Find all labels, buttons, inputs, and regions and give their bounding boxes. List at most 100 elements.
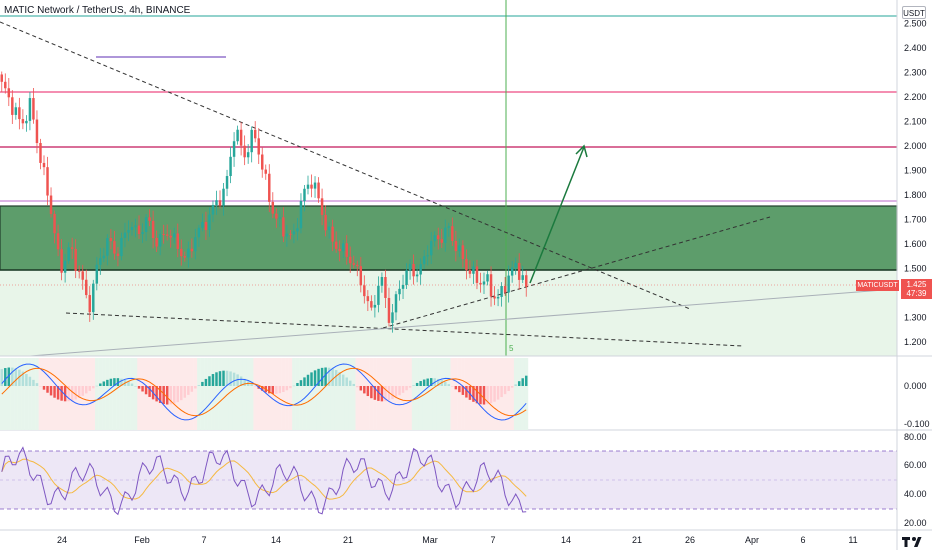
lower-descending-line[interactable] xyxy=(65,312,744,347)
candle-body xyxy=(116,253,120,257)
candle-body xyxy=(391,312,394,323)
time-tick: 24 xyxy=(57,535,67,545)
candle-body xyxy=(299,201,303,229)
tradingview-logo-icon[interactable] xyxy=(901,534,927,548)
macd-shade xyxy=(28,358,32,430)
macd-pane[interactable] xyxy=(0,358,529,430)
macd-histogram-bar xyxy=(345,377,348,386)
candle-body xyxy=(401,284,405,289)
time-tick: 14 xyxy=(561,535,571,545)
macd-histogram-bar xyxy=(106,379,109,386)
last-price-label[interactable]: 1.425 47:39 xyxy=(901,279,932,299)
candle-body xyxy=(380,277,384,286)
macd-tick-1: -0.100 xyxy=(904,419,930,429)
currency-unit-label[interactable]: USDT xyxy=(902,6,926,19)
macd-histogram-bar xyxy=(359,386,363,391)
long-trend-line[interactable] xyxy=(29,288,898,357)
macd-shade xyxy=(302,358,307,430)
macd-histogram-bar xyxy=(120,378,123,386)
macd-histogram-bar xyxy=(363,386,366,394)
macd-histogram-bar xyxy=(99,383,102,386)
candle-body xyxy=(134,225,137,228)
macd-shade xyxy=(239,358,244,430)
time-axis[interactable]: 24 Feb 7 14 21 Mar 7 14 21 26 Apr 6 11 xyxy=(57,535,858,545)
time-tick: 26 xyxy=(685,535,695,545)
macd-histogram-bar xyxy=(394,386,398,398)
macd-histogram-bar xyxy=(324,367,327,386)
macd-histogram-bar xyxy=(141,386,144,392)
macd-histogram-bar xyxy=(447,384,451,386)
candle-body xyxy=(173,233,176,238)
macd-histogram-bar xyxy=(384,386,387,402)
time-tick: Feb xyxy=(134,535,150,545)
macd-shade xyxy=(200,358,205,430)
macd-histogram-bar xyxy=(261,386,264,391)
candle-body xyxy=(363,285,366,297)
macd-shade xyxy=(524,358,529,430)
candle-body xyxy=(113,241,116,254)
macd-histogram-bar xyxy=(77,386,81,398)
macd-shade xyxy=(253,358,258,430)
macd-shade xyxy=(140,358,145,430)
candle-body xyxy=(384,277,387,298)
macd-histogram-bar xyxy=(49,386,53,396)
rsi-moving-average-line[interactable] xyxy=(1,458,527,500)
macd-shade xyxy=(84,358,89,430)
candle-body xyxy=(317,182,320,199)
candle-body xyxy=(190,248,194,252)
macd-shade xyxy=(299,358,303,430)
macd-shade xyxy=(225,358,229,430)
macd-line[interactable] xyxy=(1,363,527,421)
macd-shade xyxy=(352,358,356,430)
candle-body xyxy=(67,247,70,261)
macd-histogram-bar xyxy=(14,368,18,386)
macd-shade xyxy=(133,358,138,430)
candle-body xyxy=(440,239,443,243)
rsi-line[interactable] xyxy=(1,446,527,516)
candle-body xyxy=(412,263,415,277)
macd-signal-line[interactable] xyxy=(1,367,527,417)
candle-body xyxy=(264,169,267,174)
candle-body xyxy=(204,221,208,230)
macd-histogram-bar xyxy=(250,384,253,386)
macd-histogram-bar xyxy=(387,386,391,401)
support-zone-box[interactable] xyxy=(0,205,898,271)
macd-histogram-bar xyxy=(92,386,95,389)
symbol-price-tag[interactable]: MATICUSDT xyxy=(856,280,899,291)
macd-histogram-bar xyxy=(39,386,42,387)
macd-shade xyxy=(228,358,233,430)
macd-histogram-bar xyxy=(74,386,77,400)
candle-body xyxy=(225,176,229,189)
candle-body xyxy=(85,279,88,296)
candle-body xyxy=(77,270,81,272)
projection-arrow[interactable] xyxy=(529,146,585,284)
macd-histogram-bar xyxy=(253,386,257,387)
candle-body xyxy=(180,248,183,257)
macd-histogram-bar xyxy=(327,367,331,386)
candle-body xyxy=(0,74,3,82)
macd-histogram-bar xyxy=(313,370,317,386)
candle-body xyxy=(141,232,144,235)
macd-histogram-bar xyxy=(85,386,88,394)
macd-histogram-bar xyxy=(187,386,190,395)
candle-body xyxy=(433,235,436,242)
macd-shade xyxy=(359,358,363,430)
candle-body xyxy=(349,256,352,264)
bar-countdown: 47:39 xyxy=(906,289,927,298)
macd-shade xyxy=(457,358,462,430)
macd-histogram-bar xyxy=(63,386,67,402)
candle-body xyxy=(373,304,377,308)
candle-body xyxy=(176,233,179,249)
macd-histogram-bar xyxy=(173,386,176,404)
macd-shade xyxy=(45,358,50,430)
macd-shade xyxy=(242,358,247,430)
candle-body xyxy=(232,141,236,157)
descending-trendline[interactable] xyxy=(0,21,691,310)
macd-histogram-bar xyxy=(489,386,493,404)
macd-histogram-bar xyxy=(282,386,285,392)
macd-shade xyxy=(112,358,117,430)
candle-body xyxy=(81,271,84,280)
macd-histogram-bar xyxy=(53,386,56,398)
candle-body xyxy=(465,259,468,271)
